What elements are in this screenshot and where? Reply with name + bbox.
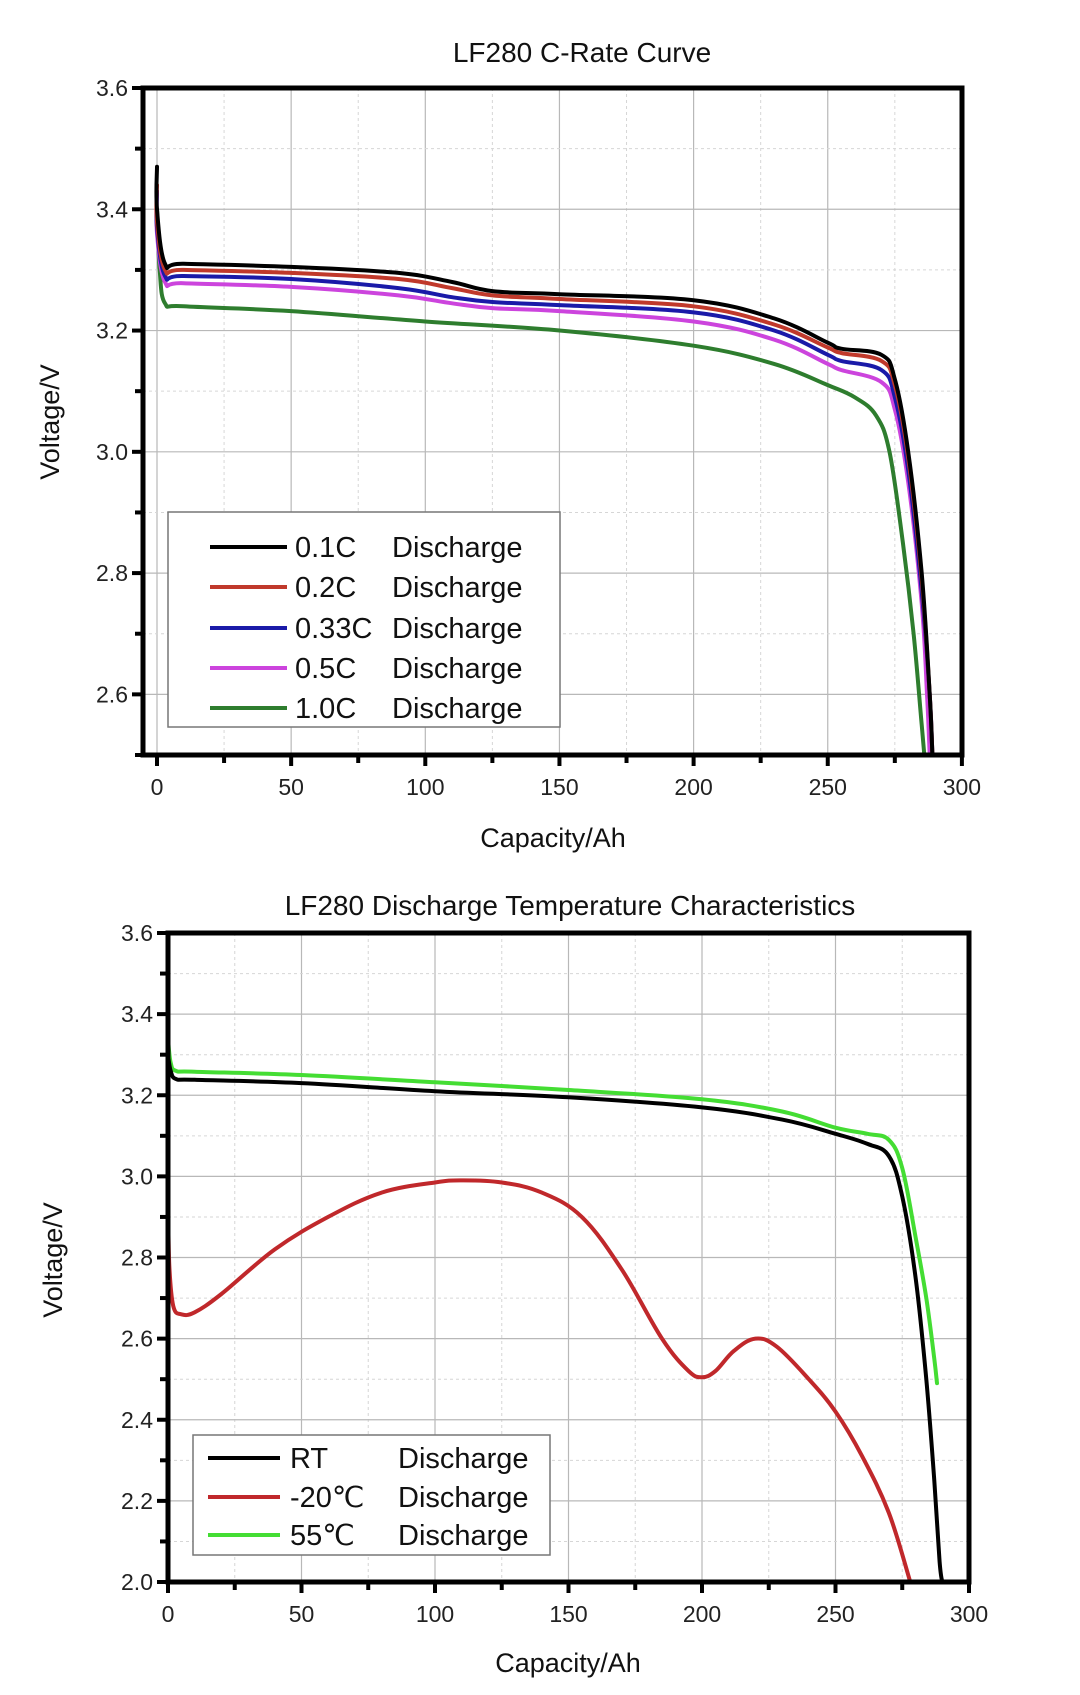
c-rate-curves — [154, 164, 935, 755]
c-rate-axis-ticks: 0 50 100 150 200 250 300 2.6 2.8 3.0 3.2 3.4 3.6 — [96, 75, 981, 800]
x-tick-label: 150 — [549, 1601, 587, 1627]
legend-series-suffix: Discharge — [398, 1443, 529, 1475]
c-rate-chart-title: LF280 C-Rate Curve — [453, 37, 711, 68]
temperature-legend: RT Discharge -20℃ Discharge 55℃ Discharge — [192, 1434, 551, 1556]
c-rate-series-line-0-1C — [154, 164, 935, 755]
x-tick-label: 50 — [289, 1601, 315, 1627]
c-rate-y-axis-label: Voltage/V — [35, 364, 65, 480]
x-tick-label: 300 — [950, 1601, 988, 1627]
c-rate-series-line-1-0C — [155, 207, 927, 755]
y-tick-label: 2.2 — [121, 1488, 153, 1514]
y-tick-label: 2.8 — [96, 560, 128, 586]
y-tick-label: 3.0 — [121, 1163, 153, 1189]
legend-series-name: 0.1C — [295, 532, 356, 564]
x-tick-label: 250 — [816, 1601, 854, 1627]
c-rate-chart: 0 50 100 150 200 250 300 2.6 2.8 3.0 3.2 3.4 3.6 LF2… — [35, 37, 981, 853]
x-tick-label: 150 — [540, 774, 578, 800]
legend-series-suffix: Discharge — [392, 653, 523, 685]
x-tick-label: 300 — [943, 774, 981, 800]
temperature-curves — [168, 1036, 945, 1582]
y-tick-label: 2.0 — [121, 1569, 153, 1595]
y-tick-label: 2.8 — [121, 1245, 153, 1271]
y-tick-label: 3.6 — [121, 920, 153, 946]
legend-series-name: 55℃ — [290, 1520, 355, 1552]
temperature-axis-ticks: 0 50 100 150 200 250 300 2.0 2.2 2.4 2.6 2.8 3.0 3.2 3… — [121, 920, 988, 1627]
legend-series-name: 0.5C — [295, 653, 356, 685]
c-rate-plot-frame — [140, 85, 965, 758]
y-tick-label: 2.4 — [121, 1407, 153, 1433]
legend-series-name: 0.33C — [295, 613, 372, 645]
temperature-chart: 0 50 100 150 200 250 300 2.0 2.2 2.4 2.6 2.8 3.0 3.2 3… — [38, 890, 988, 1678]
x-tick-label: 100 — [406, 774, 444, 800]
y-tick-label: 3.2 — [121, 1082, 153, 1108]
legend-series-suffix: Discharge — [392, 532, 523, 564]
temperature-series-line-55 — [168, 1036, 939, 1386]
legend-series-suffix: Discharge — [398, 1520, 529, 1552]
temperature-series-line-20 — [168, 1178, 913, 1582]
x-tick-label: 100 — [416, 1601, 454, 1627]
temperature-gridlines — [167, 932, 970, 1583]
c-rate-legend: 0.1C Discharge 0.2C Discharge 0.33C Discharge… — [167, 511, 561, 728]
x-tick-label: 0 — [162, 1601, 175, 1627]
legend-series-name: 0.2C — [295, 572, 356, 604]
x-tick-label: 50 — [278, 774, 304, 800]
legend-series-name: -20℃ — [290, 1482, 364, 1514]
legend-series-name: 1.0C — [295, 693, 356, 725]
c-rate-x-axis-label: Capacity/Ah — [480, 823, 626, 853]
legend-series-suffix: Discharge — [392, 613, 523, 645]
y-tick-label: 3.4 — [96, 196, 128, 222]
temperature-chart-title: LF280 Discharge Temperature Characterist… — [285, 890, 856, 921]
y-tick-label: 2.6 — [96, 681, 128, 707]
y-tick-label: 3.4 — [121, 1001, 153, 1027]
y-tick-label: 3.2 — [96, 318, 128, 344]
temperature-y-axis-label: Voltage/V — [38, 1202, 68, 1318]
y-tick-label: 3.6 — [96, 75, 128, 101]
y-tick-label: 2.6 — [121, 1326, 153, 1352]
temperature-x-axis-label: Capacity/Ah — [495, 1648, 641, 1678]
legend-series-name: RT — [290, 1443, 328, 1475]
legend-series-suffix: Discharge — [392, 572, 523, 604]
y-tick-label: 3.0 — [96, 439, 128, 465]
legend-series-suffix: Discharge — [392, 693, 523, 725]
legend-series-suffix: Discharge — [398, 1482, 529, 1514]
x-tick-label: 200 — [674, 774, 712, 800]
x-tick-label: 0 — [151, 774, 164, 800]
x-tick-label: 250 — [809, 774, 847, 800]
temperature-series-line-RT — [168, 1052, 945, 1582]
x-tick-label: 200 — [683, 1601, 721, 1627]
